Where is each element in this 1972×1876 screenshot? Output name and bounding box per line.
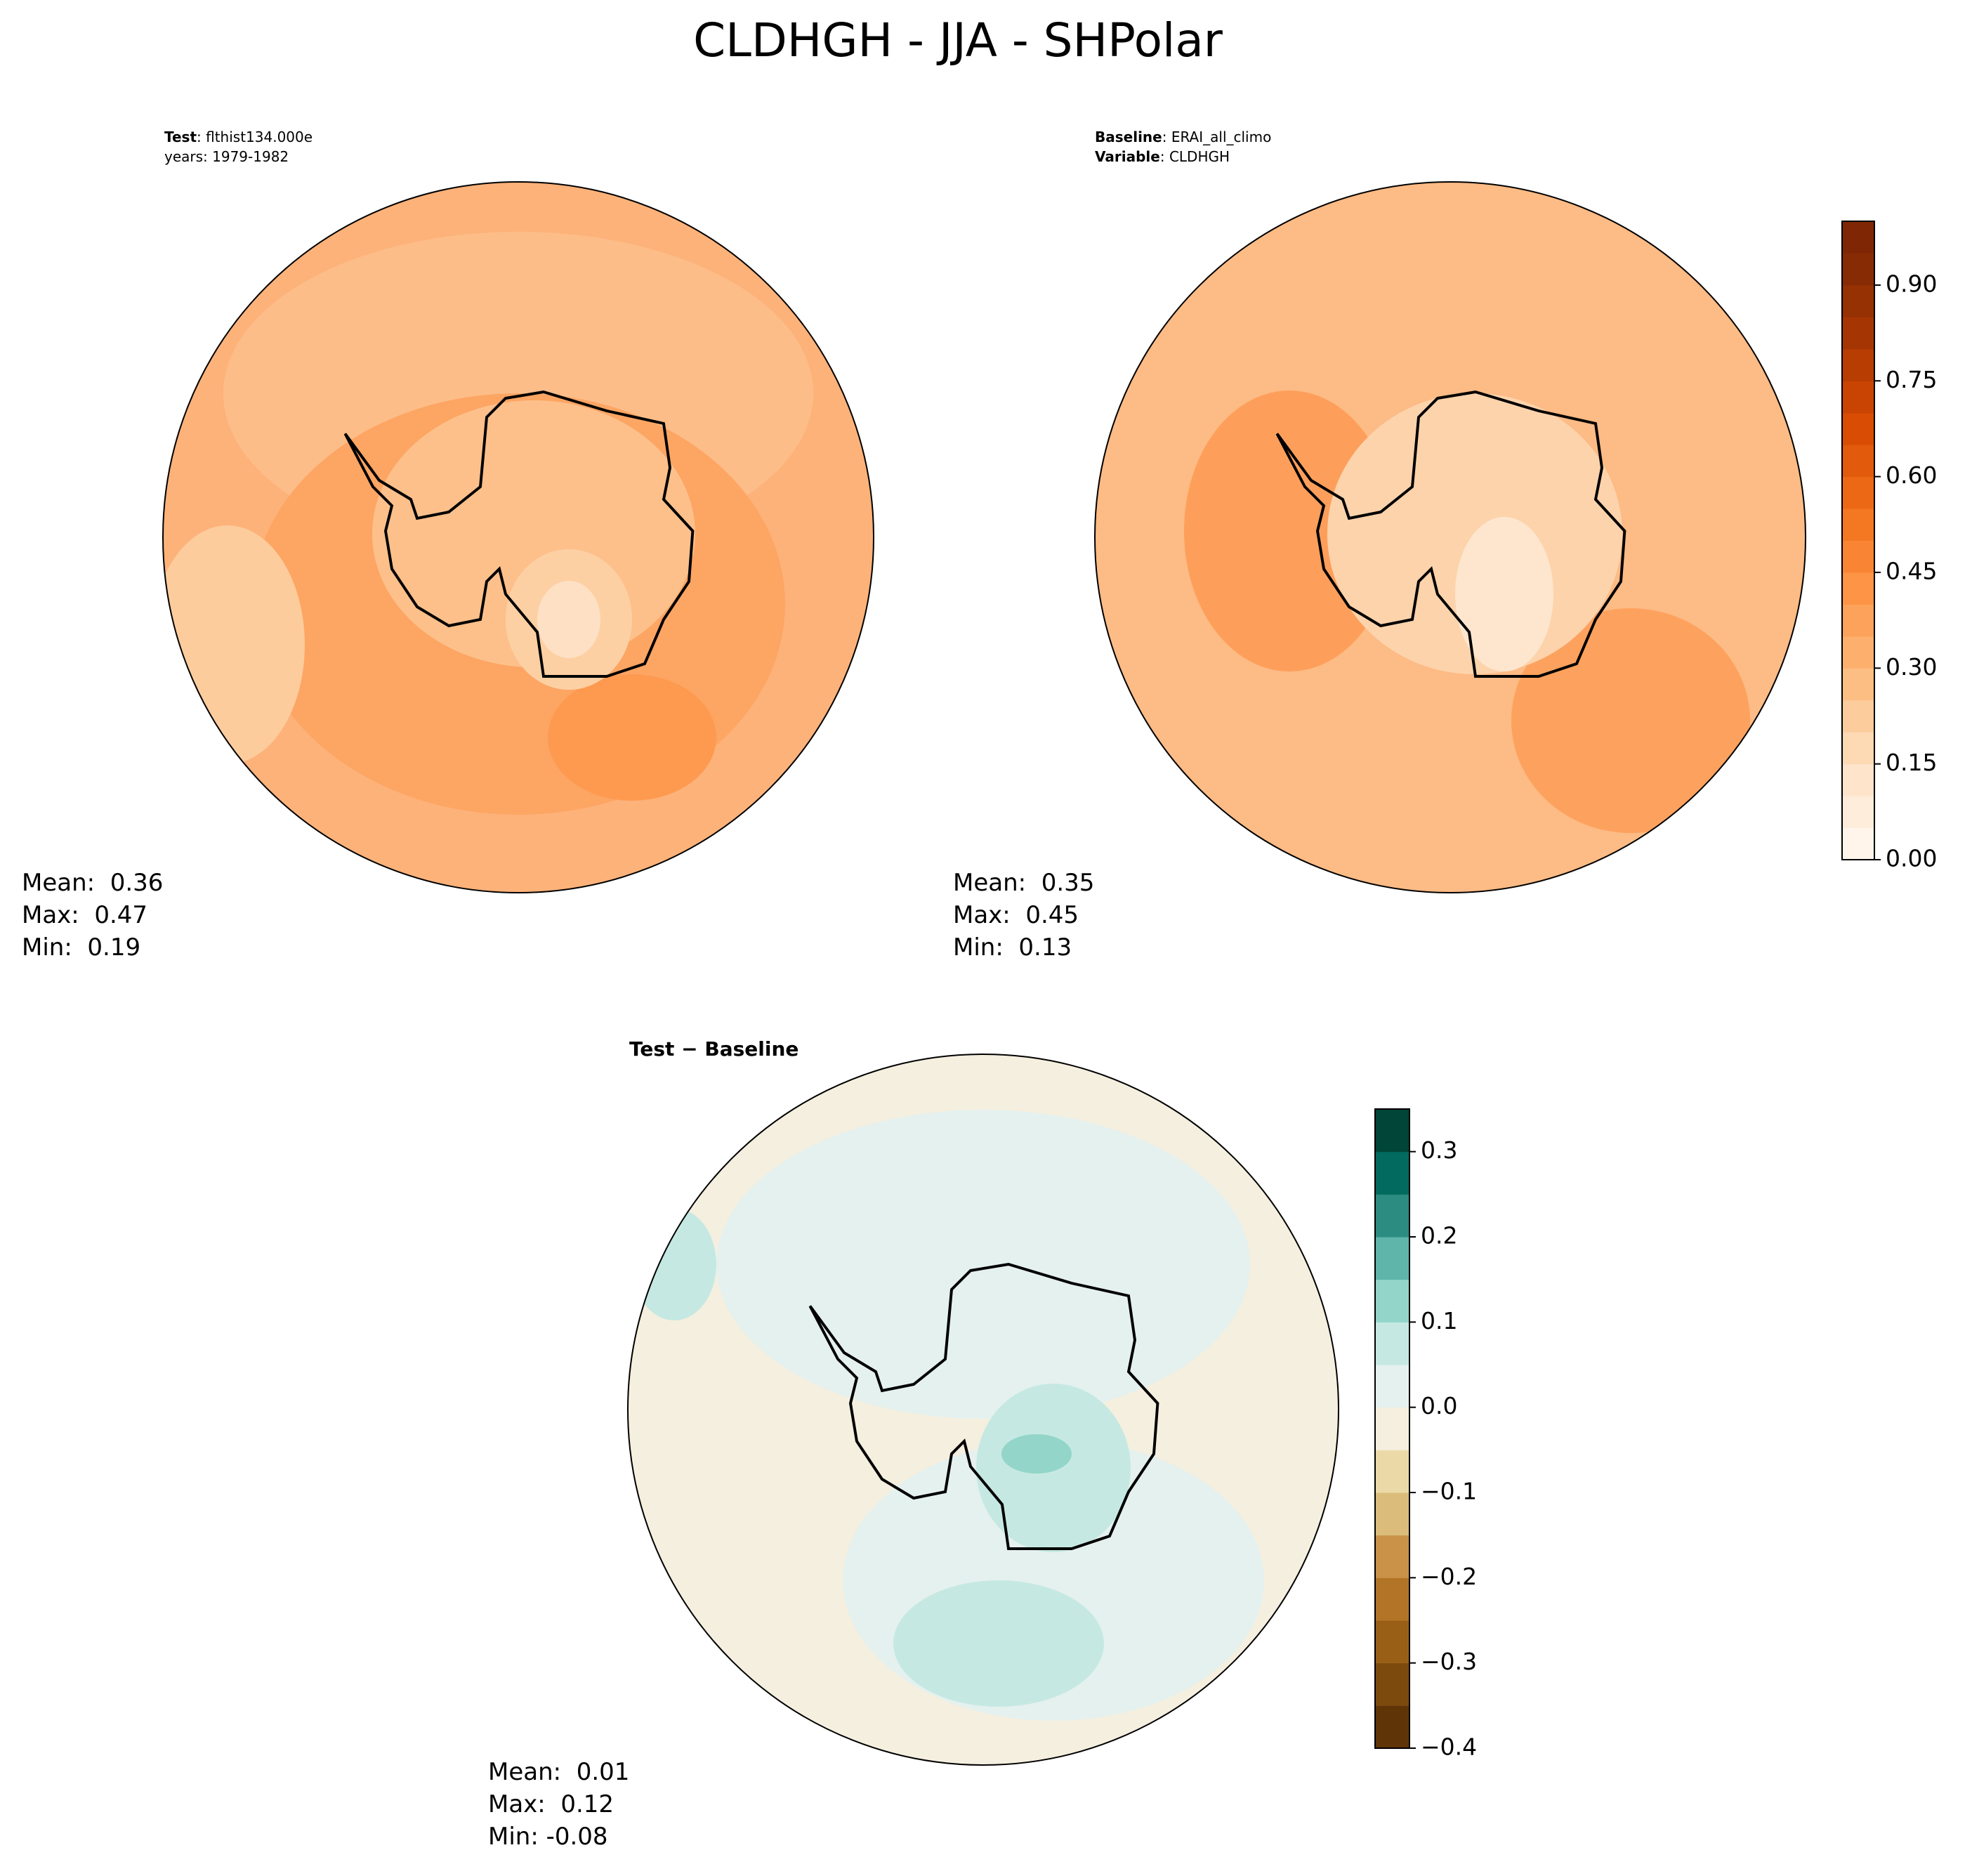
panel-header: years: 1979-1982 [164,148,289,165]
colorbar-band [1842,572,1874,605]
colorbar-band [1842,509,1874,541]
map-border [162,181,874,893]
colorbar-band [1842,732,1874,765]
header-value: years: 1979-1982 [164,148,289,165]
colorbar-tick-label: −0.2 [1421,1563,1477,1590]
header-value: : CLDHGH [1160,148,1230,165]
colorbar-tick-label: 0.1 [1421,1307,1457,1334]
colorbar-frame [1841,221,1875,860]
colorbar-band [1842,763,1874,796]
header-value: : ERAI_all_climo [1162,129,1272,145]
header-key: Variable [1095,148,1160,165]
colorbar-band [1842,668,1874,701]
map-baseline [1095,182,1806,893]
colorbar-band [1375,1194,1409,1238]
colorbar-band [1375,1407,1409,1450]
colorbar-band [1375,1237,1409,1280]
figure-title: CLDHGH - JJA - SHPolar [693,13,1223,67]
colorbar-band [1842,827,1874,860]
panel-header: Test − Baseline [629,1037,798,1061]
colorbar-band [1842,540,1874,573]
panel-header: Variable: CLDHGH [1095,148,1230,165]
stat-line: Min: 0.19 [22,933,140,962]
colorbar-band [1375,1620,1409,1664]
stat-line: Mean: 0.35 [953,869,1094,897]
colorbar-band [1842,253,1874,286]
colorbar-band [1375,1109,1409,1153]
colorbar-band [1842,412,1874,445]
colorbar-band [1375,1662,1409,1706]
colorbar-band [1375,1322,1409,1365]
colorbar-band [1842,700,1874,733]
stat-line: Max: 0.47 [22,901,147,929]
colorbar-band [1375,1365,1409,1408]
colorbar-frame [1374,1108,1410,1749]
colorbar-tick-label: 0.2 [1421,1222,1457,1249]
colorbar-tick-label: −0.1 [1421,1478,1477,1505]
colorbar-band [1375,1493,1409,1536]
colorbar-tick-label: 0.90 [1886,270,1937,297]
colorbar-band [1375,1705,1409,1749]
map-test [163,182,874,893]
stat-line: Min: 0.13 [953,933,1072,962]
colorbar-tick-label: −0.3 [1421,1648,1477,1675]
colorbar-band [1842,445,1874,478]
colorbar-band [1842,317,1874,350]
colorbar-tick-label: −0.4 [1421,1733,1477,1761]
stat-line: Min: -0.08 [488,1823,608,1851]
colorbar-band [1842,636,1874,669]
stat-line: Mean: 0.01 [488,1758,629,1786]
colorbar-band [1842,381,1874,414]
stat-line: Mean: 0.36 [22,869,163,897]
map-difference [628,1054,1339,1765]
colorbar-band [1375,1535,1409,1578]
colorbar-band [1375,1450,1409,1493]
header-key: Test − Baseline [629,1037,798,1061]
colorbar-band [1842,604,1874,637]
header-value: : flthist134.000e [197,129,313,145]
colorbar-band [1842,476,1874,509]
colorbar-tick-label: 0.60 [1886,461,1937,489]
map-border [1094,181,1806,893]
colorbar-tick-label: 0.30 [1886,653,1937,681]
stat-line: Max: 0.12 [488,1790,614,1818]
colorbar-band [1842,221,1874,254]
colorbar-tick-label: 0.45 [1886,557,1937,584]
colorbar-tick-label: 0.00 [1886,845,1937,872]
colorbar-tick-label: 0.0 [1421,1392,1457,1419]
header-key: Baseline [1095,129,1162,145]
colorbar-band [1842,284,1874,317]
panel-header: Test: flthist134.000e [164,129,313,145]
stat-line: Max: 0.45 [953,901,1079,929]
colorbar-band [1842,796,1874,829]
colorbar-band [1375,1279,1409,1323]
colorbar-tick-label: 0.3 [1421,1136,1457,1164]
colorbar-tick-label: 0.75 [1886,366,1937,393]
colorbar-band [1375,1151,1409,1195]
colorbar-band [1842,348,1874,381]
map-border [627,1054,1339,1766]
colorbar-band [1375,1577,1409,1621]
panel-header: Baseline: ERAI_all_climo [1095,129,1271,145]
colorbar-tick-label: 0.15 [1886,749,1937,776]
header-key: Test [164,129,197,145]
